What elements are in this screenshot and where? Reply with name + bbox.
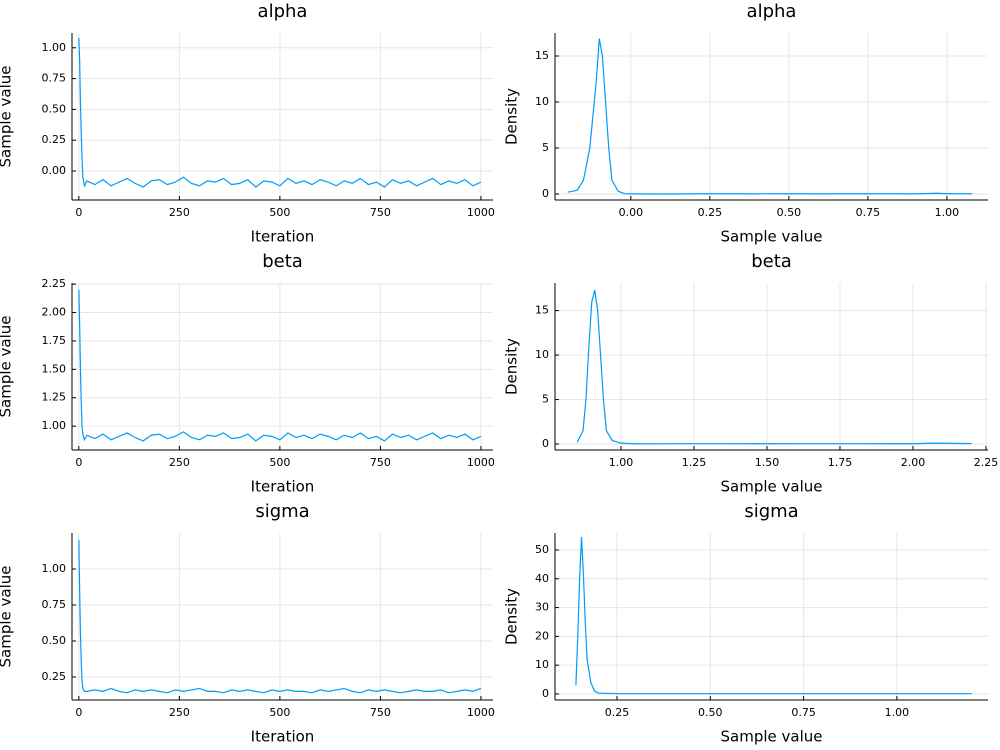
x-axis-label: Sample value xyxy=(721,228,823,246)
x-tick-label: 2.25 xyxy=(974,456,999,469)
x-axis-label: Iteration xyxy=(251,728,315,746)
x-tick-label: 1.75 xyxy=(828,456,853,469)
x-tick-label: 2.00 xyxy=(901,456,926,469)
x-tick-label: 0.25 xyxy=(698,206,723,219)
y-tick-label: 0 xyxy=(542,437,549,450)
data-line xyxy=(78,289,482,442)
data-line xyxy=(575,536,972,695)
y-tick-label: 0.25 xyxy=(42,670,67,683)
x-tick-label: 0 xyxy=(75,456,82,469)
x-tick-label: 250 xyxy=(169,456,190,469)
subplot-title: sigma xyxy=(744,501,798,522)
x-tick-label: 0.75 xyxy=(856,206,881,219)
data-line xyxy=(78,37,482,188)
x-tick-label: 500 xyxy=(269,706,290,719)
x-tick-label: 1000 xyxy=(467,206,495,219)
x-tick-label: 0.50 xyxy=(698,706,723,719)
x-tick-label: 500 xyxy=(269,456,290,469)
x-tick-label: 1000 xyxy=(467,706,495,719)
y-axis-label: Density xyxy=(503,88,521,145)
subplot-title: beta xyxy=(751,251,792,272)
x-tick-label: 1000 xyxy=(467,456,495,469)
x-tick-label: 250 xyxy=(169,206,190,219)
subplot-title: sigma xyxy=(255,501,309,522)
y-tick-label: 10 xyxy=(535,348,549,361)
subplot-title: beta xyxy=(262,251,303,272)
y-tick-label: 1.75 xyxy=(42,334,67,347)
x-axis-label: Iteration xyxy=(251,228,315,246)
x-tick-label: 1.25 xyxy=(682,456,707,469)
y-axis-label: Sample value xyxy=(0,316,15,418)
x-axis-label: Sample value xyxy=(721,728,823,746)
y-tick-label: 0 xyxy=(542,687,549,700)
y-tick-label: 1.50 xyxy=(42,362,67,375)
x-tick-label: 250 xyxy=(169,706,190,719)
y-tick-label: 30 xyxy=(535,601,549,614)
y-tick-label: 0.75 xyxy=(42,598,67,611)
x-tick-label: 0 xyxy=(75,206,82,219)
y-tick-label: 10 xyxy=(535,658,549,671)
x-tick-label: 1.00 xyxy=(885,706,910,719)
y-tick-label: 0.50 xyxy=(42,634,67,647)
x-tick-label: 0.75 xyxy=(791,706,816,719)
y-axis-label: Sample value xyxy=(0,66,15,168)
y-tick-label: 40 xyxy=(535,572,549,585)
y-tick-label: 0 xyxy=(542,187,549,200)
y-tick-label: 0.00 xyxy=(42,164,67,177)
y-tick-label: 1.00 xyxy=(42,41,67,54)
y-tick-label: 20 xyxy=(535,629,549,642)
x-tick-label: 0.00 xyxy=(619,206,644,219)
data-line xyxy=(567,38,973,195)
subplot-title: alpha xyxy=(747,1,797,22)
x-tick-label: 750 xyxy=(370,456,391,469)
y-tick-label: 15 xyxy=(535,49,549,62)
y-axis-label: Density xyxy=(503,588,521,645)
subplot-title: alpha xyxy=(258,1,308,22)
y-tick-label: 1.00 xyxy=(42,419,67,432)
y-tick-label: 10 xyxy=(535,95,549,108)
y-tick-label: 50 xyxy=(535,543,549,556)
y-tick-label: 2.25 xyxy=(42,277,67,290)
x-tick-label: 500 xyxy=(269,206,290,219)
data-line xyxy=(78,540,482,694)
y-tick-label: 1.25 xyxy=(42,391,67,404)
y-tick-label: 1.00 xyxy=(42,562,67,575)
y-tick-label: 2.00 xyxy=(42,306,67,319)
x-tick-label: 750 xyxy=(370,206,391,219)
x-tick-label: 0 xyxy=(75,706,82,719)
x-tick-label: 750 xyxy=(370,706,391,719)
x-axis-label: Sample value xyxy=(721,478,823,496)
y-tick-label: 0.50 xyxy=(42,102,67,115)
x-tick-label: 0.50 xyxy=(777,206,802,219)
x-tick-label: 1.00 xyxy=(609,456,634,469)
y-axis-label: Sample value xyxy=(0,566,15,668)
x-tick-label: 1.50 xyxy=(755,456,780,469)
y-tick-label: 5 xyxy=(542,141,549,154)
y-tick-label: 0.75 xyxy=(42,72,67,85)
y-axis-label: Density xyxy=(503,338,521,395)
y-tick-label: 5 xyxy=(542,393,549,406)
x-tick-label: 1.00 xyxy=(935,206,960,219)
y-tick-label: 15 xyxy=(535,304,549,317)
x-tick-label: 0.25 xyxy=(605,706,630,719)
x-axis-label: Iteration xyxy=(251,478,315,496)
data-line xyxy=(576,289,972,445)
y-tick-label: 0.25 xyxy=(42,133,67,146)
